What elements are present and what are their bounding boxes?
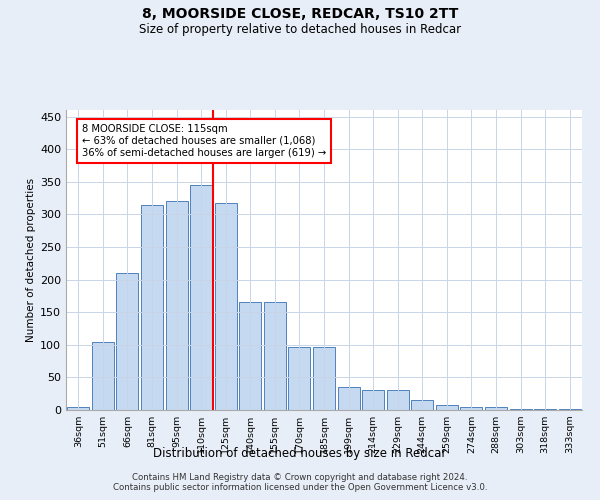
- Bar: [289, 346, 310, 410]
- Text: 8, MOORSIDE CLOSE, REDCAR, TS10 2TT: 8, MOORSIDE CLOSE, REDCAR, TS10 2TT: [142, 8, 458, 22]
- Bar: [239, 302, 262, 410]
- Bar: [92, 342, 114, 410]
- Bar: [338, 387, 359, 410]
- Bar: [485, 408, 507, 410]
- Bar: [166, 202, 188, 410]
- Bar: [67, 406, 89, 410]
- Bar: [509, 408, 532, 410]
- Text: Distribution of detached houses by size in Redcar: Distribution of detached houses by size …: [154, 448, 446, 460]
- Bar: [411, 400, 433, 410]
- Bar: [215, 202, 237, 410]
- Text: Size of property relative to detached houses in Redcar: Size of property relative to detached ho…: [139, 22, 461, 36]
- Bar: [362, 390, 384, 410]
- Text: 8 MOORSIDE CLOSE: 115sqm
← 63% of detached houses are smaller (1,068)
36% of sem: 8 MOORSIDE CLOSE: 115sqm ← 63% of detach…: [82, 124, 326, 158]
- Bar: [116, 273, 139, 410]
- Bar: [264, 302, 286, 410]
- Bar: [386, 390, 409, 410]
- Text: Contains HM Land Registry data © Crown copyright and database right 2024.
Contai: Contains HM Land Registry data © Crown c…: [113, 473, 487, 492]
- Bar: [141, 204, 163, 410]
- Bar: [313, 346, 335, 410]
- Bar: [436, 406, 458, 410]
- Bar: [460, 408, 482, 410]
- Bar: [190, 185, 212, 410]
- Y-axis label: Number of detached properties: Number of detached properties: [26, 178, 36, 342]
